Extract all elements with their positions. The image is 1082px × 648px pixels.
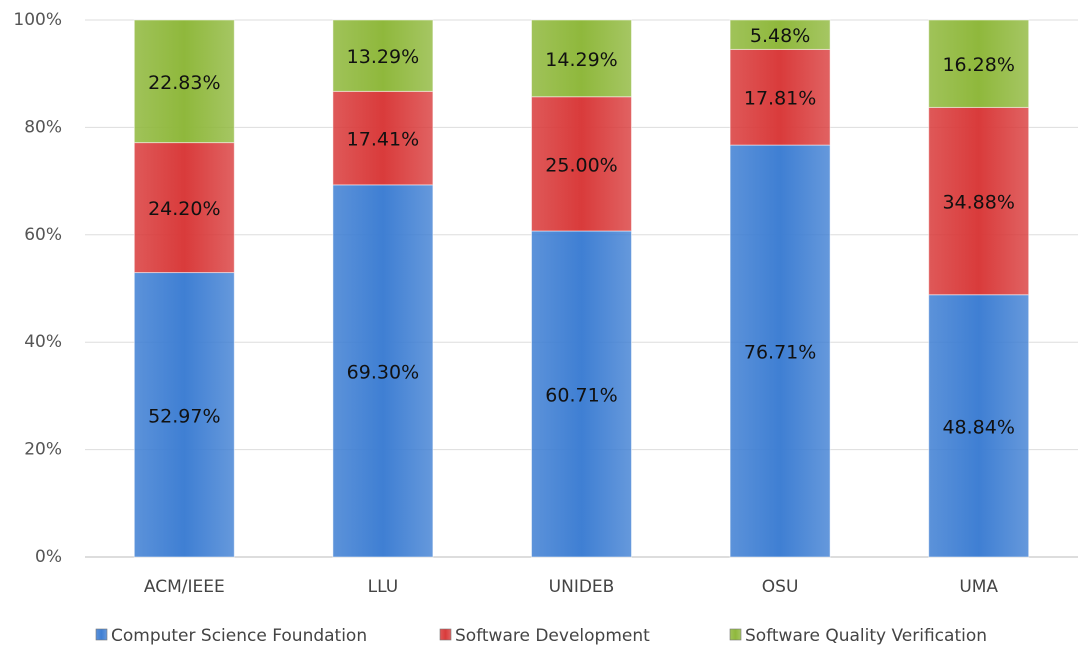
bar-segment	[928, 294, 1030, 558]
legend-label: Software Quality Verification	[745, 626, 987, 646]
bar-segment	[928, 19, 1030, 108]
legend-swatch	[439, 628, 452, 641]
bar-segment	[729, 19, 831, 50]
legend-swatch	[729, 628, 742, 641]
data-label: 60.71%	[545, 384, 617, 406]
bar-segment	[729, 48, 831, 146]
data-label: 24.20%	[148, 198, 220, 220]
bar-segment	[928, 106, 1030, 296]
data-label: 69.30%	[347, 361, 419, 383]
bar-segment	[332, 19, 434, 92]
legend-label: Computer Science Foundation	[111, 626, 367, 646]
legend-label: Software Development	[455, 626, 650, 646]
data-label: 17.81%	[744, 88, 816, 110]
data-label: 5.48%	[750, 25, 810, 47]
data-label: 17.41%	[347, 129, 419, 151]
y-tick-label: 60%	[24, 225, 62, 245]
bar-segment	[133, 272, 235, 558]
x-tick-label: ACM/IEEE	[144, 577, 225, 597]
x-tick-label: LLU	[368, 577, 399, 597]
bar-segment	[133, 19, 235, 144]
data-label: 13.29%	[347, 46, 419, 68]
bar-segment	[531, 96, 632, 232]
x-tick-label: UNIDEB	[549, 577, 615, 597]
y-tick-label: 100%	[13, 10, 62, 30]
bar-segment	[133, 142, 235, 274]
y-tick-label: 0%	[35, 547, 62, 567]
bar-segment	[531, 230, 632, 558]
y-tick-label: 80%	[24, 117, 62, 137]
data-label: 76.71%	[744, 342, 816, 364]
data-label: 16.28%	[942, 54, 1014, 76]
data-label: 52.97%	[148, 405, 220, 427]
data-label: 48.84%	[942, 416, 1014, 438]
y-tick-label: 20%	[24, 440, 62, 460]
y-tick-label: 40%	[24, 332, 62, 352]
data-label: 25.00%	[545, 154, 617, 176]
x-tick-label: OSU	[762, 577, 799, 597]
data-label: 22.83%	[148, 72, 220, 94]
bar-segment	[729, 144, 831, 558]
bar-segment	[531, 19, 632, 98]
x-tick-label: UMA	[959, 577, 998, 597]
data-label: 14.29%	[545, 49, 617, 71]
legend-swatch	[95, 628, 108, 641]
data-label: 34.88%	[942, 192, 1014, 214]
bar-segment	[332, 90, 434, 186]
